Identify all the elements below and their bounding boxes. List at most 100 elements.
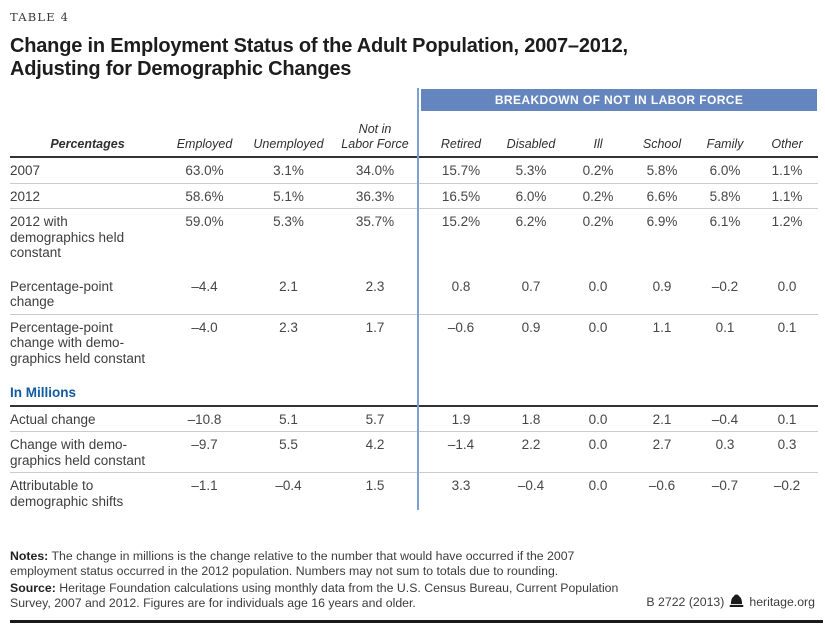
document-id-block: B 2722 (2013) heritage.org [646,593,815,611]
cell-unemployed: 5.1 [244,405,333,433]
cell-not-in-labor-force: 36.3% [333,183,417,210]
cell-retired: –1.4 [426,431,496,474]
cell-divider [417,157,426,184]
column-header-unemployed: Unemployed [244,112,333,159]
cell-other: 0.1 [756,405,819,433]
column-header-retired: Retired [426,112,496,159]
cell-retired: 3.3 [451,478,471,494]
banner-spacer [10,88,417,112]
row-label: Change with demo- graphics held constant [10,431,165,474]
cell-unemployed: 5.5 [244,431,333,474]
cell-unemployed: 5.1% [244,183,333,210]
cell-divider [417,431,426,474]
cell-other: 1.2% [771,214,803,230]
cell-other: 0.1 [777,319,797,335]
column-header-family: Family [694,112,756,159]
cell-unemployed: 5.3% [273,214,304,230]
cell-not-in-labor-force: 35.7% [355,214,395,230]
cell-employed: 59.0% [185,214,224,230]
column-header-ill: Ill [566,112,630,159]
footer-block: Notes: The change in millions is the cha… [10,549,815,611]
cell-not-in-labor-force: 1.7 [365,319,385,335]
column-header-not-in-labor-force: Not in Labor Force [333,112,417,159]
cell-family: –0.7 [711,478,739,494]
cell-school: 6.9% [646,214,678,230]
cell-disabled: 5.3% [496,157,566,184]
document-id: B 2722 (2013) [646,594,725,609]
cell-ill: 0.0 [566,405,630,433]
table-row-2012-demographics-constant: 2012 with demographics held constant 59.… [10,209,818,277]
cell-not-in-labor-force: 1.5 [365,478,385,494]
cell-school: 0.9 [630,276,694,315]
cell-divider [417,276,426,315]
cell-retired: –0.6 [447,319,475,335]
cell-not-in-labor-force: 34.0% [333,157,417,184]
cell-family: 6.0% [694,157,756,184]
cell-other: 1.1% [756,157,819,184]
table-row-2007: 2007 63.0% 3.1% 34.0% 15.7% 5.3% 0.2% 5.… [10,157,819,184]
column-header-percentages: Percentages [10,112,165,159]
table-row-actual-change: Actual change –10.8 5.1 5.7 1.9 1.8 0.0 … [10,405,819,433]
banner-row: BREAKDOWN OF NOT IN LABOR FORCE [10,88,818,112]
title-line-1: Change in Employment Status of the Adult… [10,35,628,57]
column-divider [417,112,426,159]
notes-line-1: Notes: The change in millions is the cha… [10,549,575,564]
column-header-row: Percentages Employed Unemployed Not in L… [10,112,819,159]
cell-employed: –10.8 [165,405,244,433]
cell-retired: 16.5% [426,183,496,210]
row-label: 2012 with demographics held constant [10,214,125,261]
employment-table-container: BREAKDOWN OF NOT IN LABOR FORCE Percenta… [10,88,819,514]
notes-paragraph: Notes: The change in millions is the cha… [10,549,815,579]
cell-retired: 15.7% [426,157,496,184]
table-row-percentage-point-change-demographics-constant: Percentage-point change with demo- graph… [10,314,818,376]
cell-family: –0.4 [694,405,756,433]
cell-family: 0.3 [694,431,756,474]
cell-retired: 15.2% [441,214,481,230]
column-header-other: Other [756,112,819,159]
section-header-label: In Millions [10,376,819,407]
cell-other: –0.2 [773,478,801,494]
row-label: Actual change [10,405,165,433]
cell-family: –0.2 [694,276,756,315]
cell-disabled: 6.0% [496,183,566,210]
cell-divider [417,405,426,433]
cell-unemployed: 2.1 [244,276,333,315]
row-label: Percentage-point change [10,276,165,315]
cell-school: 5.8% [630,157,694,184]
breakdown-divider-line [417,88,419,511]
cell-not-in-labor-force: 2.3 [333,276,417,315]
table-row-attributable-demographic-shifts: Attributable to demographic shifts –1.1 … [10,473,818,514]
source-line-2: Survey, 2007 and 2012. Figures are for i… [10,596,416,611]
page-title: Change in Employment Status of the Adult… [10,35,815,81]
cell-retired: 1.9 [426,405,496,433]
column-header-disabled: Disabled [496,112,566,159]
heritage-site-link[interactable]: heritage.org [749,594,815,609]
cell-not-in-labor-force: 4.2 [333,431,417,474]
cell-school: 2.7 [630,431,694,474]
cell-ill: 0.0 [588,478,608,494]
cell-school: 1.1 [652,319,672,335]
cell-unemployed: 3.1% [244,157,333,184]
cell-ill: 0.2% [566,183,630,210]
cell-family: 6.1% [709,214,741,230]
cell-not-in-labor-force: 5.7 [333,405,417,433]
source-paragraph: Source: Heritage Foundation calculations… [10,581,815,611]
cell-disabled: 2.2 [496,431,566,474]
row-label: 2012 [10,183,165,210]
cell-disabled: 0.7 [496,276,566,315]
table-number-label: TABLE 4 [10,10,70,24]
employment-status-table: BREAKDOWN OF NOT IN LABOR FORCE Percenta… [10,88,819,514]
cell-school: –0.6 [648,478,676,494]
cell-other: 0.0 [756,276,819,315]
cell-ill: 0.0 [566,276,630,315]
cell-ill: 0.2% [566,157,630,184]
cell-retired: 0.8 [426,276,496,315]
cell-disabled: –0.4 [517,478,545,494]
cell-other: 0.3 [756,431,819,474]
cell-other: 1.1% [756,183,819,210]
cell-disabled: 1.8 [496,405,566,433]
cell-employed: –4.4 [165,276,244,315]
row-label: 2007 [10,157,165,184]
cell-employed: 63.0% [165,157,244,184]
table-row-percentage-point-change: Percentage-point change –4.4 2.1 2.3 0.8… [10,276,819,315]
